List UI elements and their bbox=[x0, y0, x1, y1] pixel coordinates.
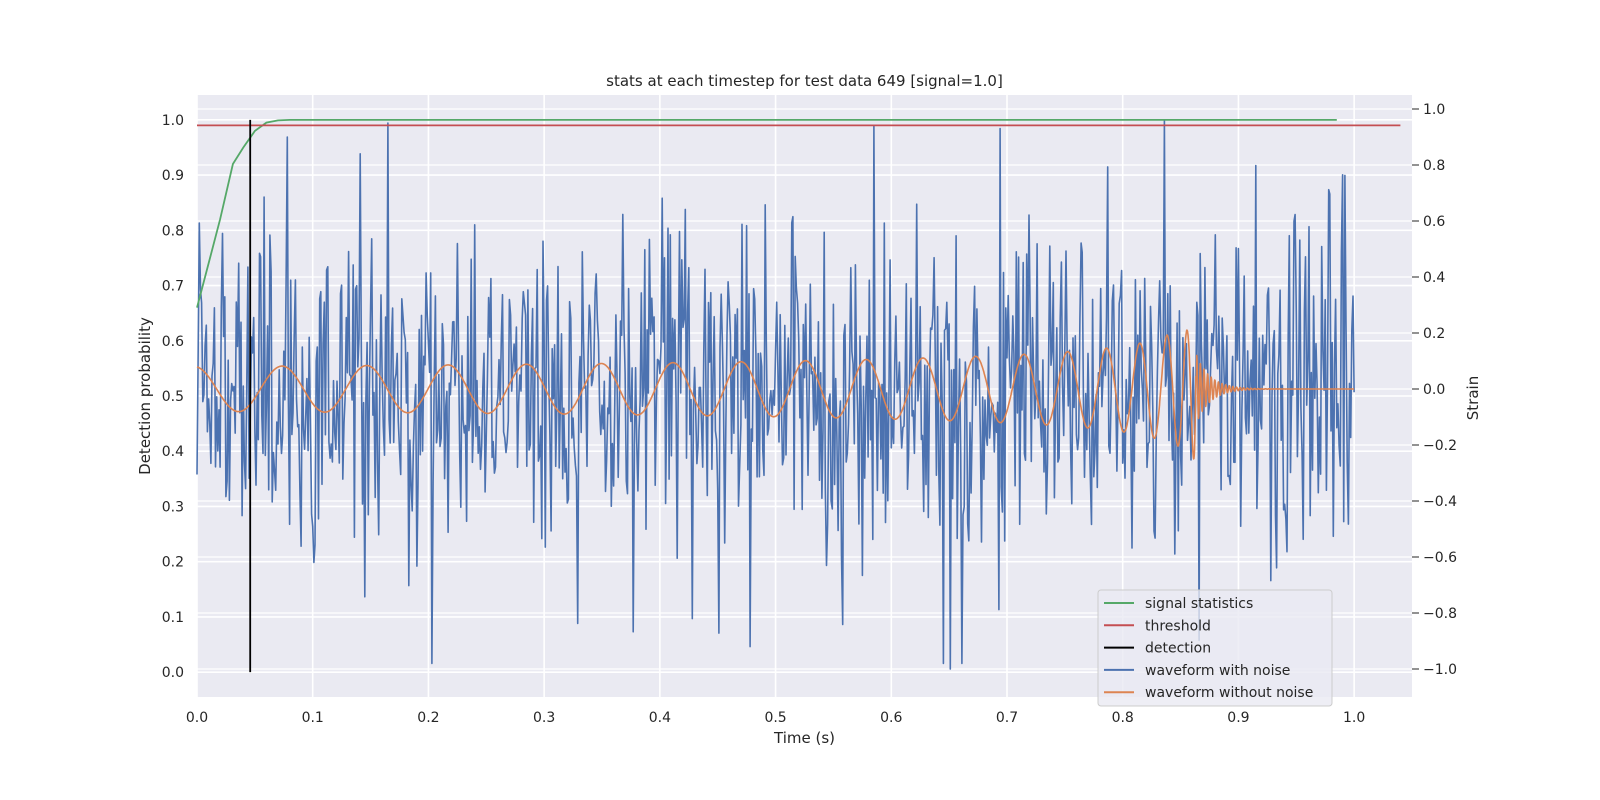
y-right-tick-label: 0.0 bbox=[1423, 382, 1445, 398]
y-right-tick-label: 0.8 bbox=[1423, 158, 1445, 174]
y-axis-label: Detection probability bbox=[136, 317, 154, 475]
series-line-signal-statistics bbox=[196, 119, 1337, 308]
axes: 0.0 0.1 0.2 0.3 0.4 0.5 0.6 0.7 0.8 0.9 1.0 0.0 0.1 0… bbox=[162, 102, 1457, 726]
y-right-tick-label: 0.6 bbox=[1423, 214, 1445, 230]
legend: signal statistics threshold detection wavef… bbox=[1097, 589, 1333, 707]
legend-label: threshold bbox=[1145, 618, 1211, 634]
x-tick-label: 0.2 bbox=[417, 710, 439, 726]
legend-label: detection bbox=[1145, 641, 1211, 657]
x-tick-label: 0.9 bbox=[1227, 710, 1249, 726]
x-tick-label: 0.4 bbox=[649, 710, 671, 726]
x-tick-label: 0.5 bbox=[764, 710, 786, 726]
y-tick-label: 0.9 bbox=[162, 168, 184, 184]
y-tick-label: 0.6 bbox=[162, 334, 184, 350]
y-right-tick-label: −0.4 bbox=[1423, 494, 1457, 510]
series-line-waveform-with-noise bbox=[196, 119, 1355, 670]
y-tick-label: 0.7 bbox=[162, 279, 184, 295]
series-layer bbox=[196, 119, 1401, 673]
y-right-tick-label: 0.2 bbox=[1423, 326, 1445, 342]
x-tick-label: 1.0 bbox=[1343, 710, 1365, 726]
legend-box bbox=[1097, 589, 1333, 707]
y-axis-right-label: Strain bbox=[1464, 376, 1482, 420]
x-tick-label: 0.8 bbox=[1112, 710, 1134, 726]
y-tick-label: 0.3 bbox=[162, 499, 184, 515]
legend-label: waveform without noise bbox=[1145, 685, 1313, 701]
y-tick-label: 0.8 bbox=[162, 223, 184, 239]
legend-label: waveform with noise bbox=[1145, 663, 1290, 679]
y-right-tick-label: −1.0 bbox=[1423, 662, 1457, 678]
x-tick-label: 0.3 bbox=[533, 710, 555, 726]
x-tick-label: 0.1 bbox=[302, 710, 324, 726]
y-tick-label: 1.0 bbox=[162, 113, 184, 129]
y-right-tick-label: −0.6 bbox=[1423, 550, 1457, 566]
y-tick-label: 0.1 bbox=[162, 610, 184, 626]
chart-title: stats at each timestep for test data 649… bbox=[606, 72, 1003, 90]
y-right-tick-label: 0.4 bbox=[1423, 270, 1445, 286]
y-right-tick-label: 1.0 bbox=[1423, 102, 1445, 118]
x-axis-label: Time (s) bbox=[773, 729, 835, 747]
legend-label: signal statistics bbox=[1145, 596, 1253, 612]
x-tick-label: 0.0 bbox=[186, 710, 208, 726]
y-tick-label: 0.5 bbox=[162, 389, 184, 405]
y-tick-label: 0.0 bbox=[162, 665, 184, 681]
y-tick-label: 0.4 bbox=[162, 444, 184, 460]
x-tick-label: 0.7 bbox=[996, 710, 1018, 726]
y-tick-label: 0.2 bbox=[162, 555, 184, 571]
x-tick-label: 0.6 bbox=[880, 710, 902, 726]
series-line-waveform-without-noise bbox=[196, 329, 1355, 460]
y-right-tick-label: −0.8 bbox=[1423, 606, 1457, 622]
y-right-tick-label: −0.2 bbox=[1423, 438, 1457, 454]
